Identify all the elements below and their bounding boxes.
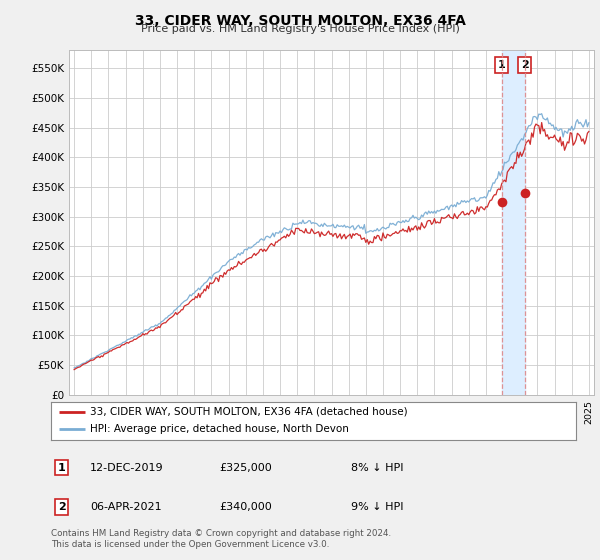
Text: 06-APR-2021: 06-APR-2021 [90,502,161,512]
Text: 1: 1 [498,60,506,70]
Text: Contains HM Land Registry data © Crown copyright and database right 2024.
This d: Contains HM Land Registry data © Crown c… [51,529,391,549]
Bar [502,50,524,395]
Text: HPI: Average price, detached house, North Devon: HPI: Average price, detached house, Nort… [91,424,349,435]
Text: Price paid vs. HM Land Registry's House Price Index (HPI): Price paid vs. HM Land Registry's House … [140,24,460,34]
Text: 2: 2 [521,60,529,70]
Text: £340,000: £340,000 [219,502,272,512]
Text: 12-DEC-2019: 12-DEC-2019 [90,463,164,473]
Text: 9% ↓ HPI: 9% ↓ HPI [351,502,404,512]
Text: 2: 2 [58,502,65,512]
Text: 33, CIDER WAY, SOUTH MOLTON, EX36 4FA: 33, CIDER WAY, SOUTH MOLTON, EX36 4FA [134,14,466,28]
Text: 8% ↓ HPI: 8% ↓ HPI [351,463,404,473]
Text: £325,000: £325,000 [219,463,272,473]
Text: 33, CIDER WAY, SOUTH MOLTON, EX36 4FA (detached house): 33, CIDER WAY, SOUTH MOLTON, EX36 4FA (d… [91,407,408,417]
Text: 1: 1 [58,463,65,473]
